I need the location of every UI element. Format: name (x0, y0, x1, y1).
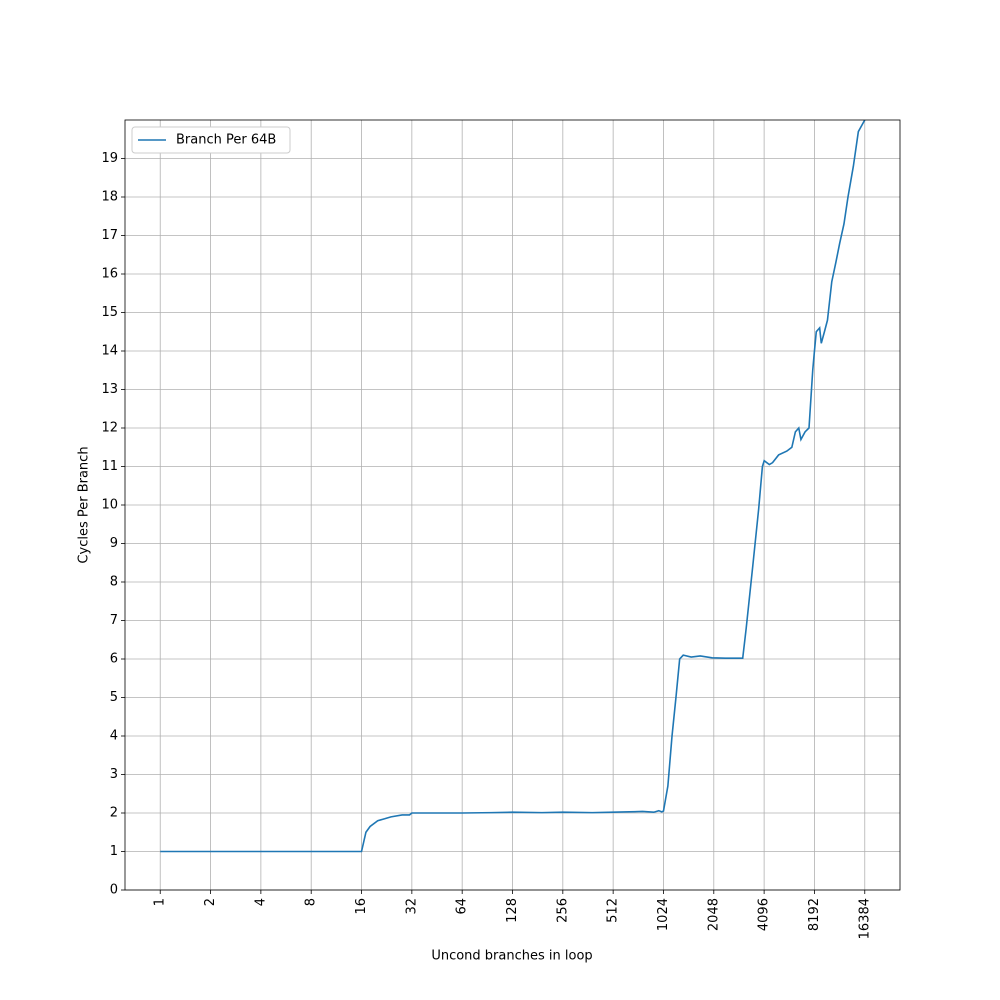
y-axis-label: Cycles Per Branch (77, 446, 92, 563)
y-tick-label: 14 (101, 344, 118, 359)
y-tick-label: 6 (110, 652, 118, 667)
y-tick-label: 13 (101, 382, 118, 397)
y-tick-label: 0 (110, 883, 118, 898)
x-tick-label: 512 (606, 898, 621, 923)
x-tick-label: 256 (555, 898, 570, 923)
x-tick-label: 4096 (757, 898, 772, 931)
x-tick-label: 64 (455, 898, 470, 915)
x-tick-label: 128 (505, 898, 520, 923)
y-tick-label: 11 (101, 459, 118, 474)
y-tick-label: 17 (101, 228, 118, 243)
data-line (160, 120, 866, 853)
x-tick-label: 8192 (807, 898, 822, 931)
y-tick-label: 7 (110, 613, 118, 628)
y-tick-label: 12 (101, 421, 118, 436)
y-tick-label: 15 (101, 305, 118, 320)
y-tick-label: 9 (110, 536, 118, 551)
y-tick-label: 4 (110, 729, 118, 744)
y-tick-label: 3 (110, 767, 118, 782)
x-axis-label: Uncond branches in loop (431, 949, 592, 964)
x-tick-label: 16384 (857, 898, 872, 939)
y-tick-label: 1 (110, 844, 118, 859)
y-tick-label: 16 (101, 267, 118, 282)
x-tick-label: 4 (253, 898, 268, 906)
x-tick-label: 32 (404, 898, 419, 915)
y-tick-label: 8 (110, 575, 118, 590)
x-tick-label: 8 (304, 898, 319, 906)
y-tick-label: 2 (110, 806, 118, 821)
x-tick-label: 1 (153, 898, 168, 906)
x-tick-label: 1024 (656, 898, 671, 931)
x-tick-label: 2 (203, 898, 218, 906)
x-tick-label: 16 (354, 898, 369, 915)
x-tick-label: 2048 (706, 898, 721, 931)
y-tick-label: 18 (101, 190, 118, 205)
y-tick-label: 19 (101, 151, 118, 166)
y-tick-label: 10 (101, 498, 118, 513)
y-tick-label: 5 (110, 690, 118, 705)
legend-label: Branch Per 64B (176, 133, 276, 148)
legend-box (131, 126, 291, 154)
